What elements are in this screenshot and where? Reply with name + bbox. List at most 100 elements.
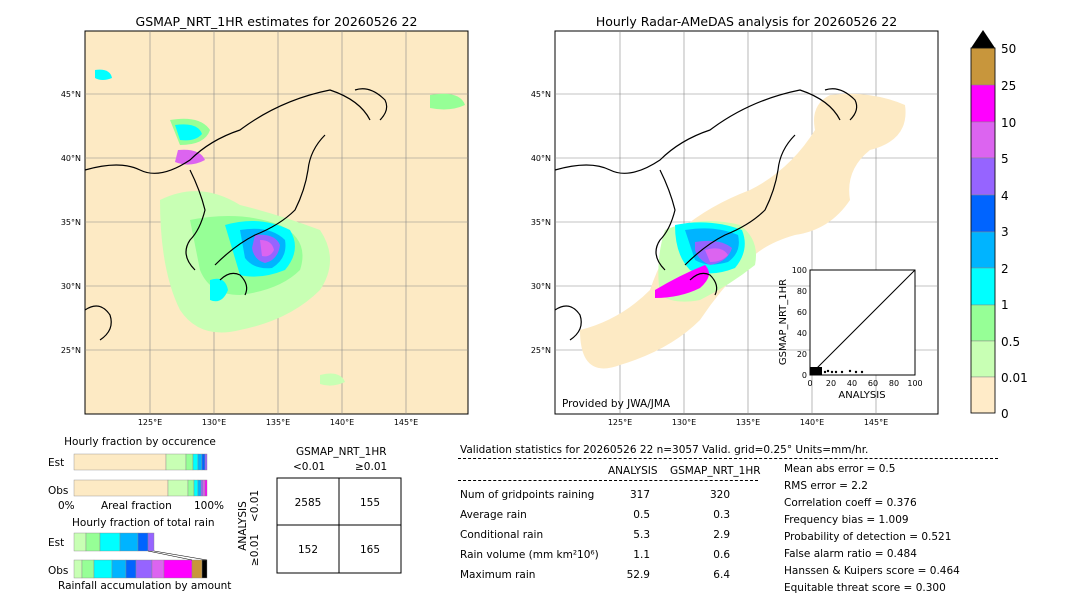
svg-text:4: 4 [1001,189,1009,203]
contingency-row-label: <0.01 [249,490,261,522]
svg-text:80: 80 [889,379,899,388]
lon-label: 125°E [138,418,162,427]
svg-text:10: 10 [1001,116,1016,130]
scatter-ylabel: GSMAP_NRT_1HR [778,279,789,365]
right-radar-coverage [580,93,906,369]
lon-label: 145°E [864,418,888,427]
col-gsmap-header: GSMAP_NRT_1HR [670,465,761,477]
svg-text:5: 5 [1001,152,1009,166]
scatter-x-ticks: 0 20 40 60 80 100 [807,379,922,388]
svg-text:25: 25 [1001,79,1016,93]
svg-text:1: 1 [1001,298,1009,312]
lon-label: 130°E [202,418,226,427]
svg-text:2: 2 [1001,262,1009,276]
lon-label: 140°E [800,418,824,427]
stat-label: Average rain [460,509,527,521]
left-map-title: GSMAP_NRT_1HR estimates for 20260526 22 [135,14,418,29]
fraction-occurrence-title: Hourly fraction by occurence [64,436,216,448]
svg-text:0: 0 [802,371,807,380]
fraction-axis-left: 0% [58,500,75,512]
lon-label: 130°E [672,418,696,427]
one-to-one-line [809,269,916,376]
svg-text:100: 100 [792,266,807,275]
stat-label: Num of gridpoints raining [460,489,595,501]
svg-text:3: 3 [1001,225,1009,239]
lat-label: 35°N [61,218,81,227]
left-lat-labels: 45°N 40°N 35°N 30°N 25°N [61,90,81,355]
stat-gsmap: 320 [709,489,730,501]
stat-analysis: 52.9 [626,569,650,581]
contingency-col-label: <0.01 [293,461,326,473]
fraction-axis-right: 100% [194,500,225,512]
lat-label: 25°N [61,346,81,355]
stat-gsmap: 0.6 [713,549,730,561]
scatter-y-ticks: 0 20 40 60 80 100 [792,266,807,380]
lat-label: 30°N [531,282,551,291]
contingency-title: GSMAP_NRT_1HR [296,446,387,458]
fraction-total-footer: Rainfall accumulation by amount [58,580,232,592]
colorbar-labels: 50 25 10 5 4 3 2 1 0.5 0.01 0 [1001,42,1028,420]
fraction-axis-mid: Areal fraction [101,500,172,512]
svg-text:Est: Est [48,537,64,549]
lat-label: 40°N [531,154,551,163]
contingency-table: 2585 155 152 165 ANALYSIS <0.01 ≥0.01 [237,477,402,574]
fraction-total-chart: Est Obs [48,532,208,579]
scatter-xlabel: ANALYSIS [838,390,885,401]
stat-gsmap: 2.9 [713,529,730,541]
svg-text:60: 60 [797,308,807,317]
lon-label: 125°E [608,418,632,427]
lon-label: 135°E [736,418,760,427]
left-lon-labels: 125°E 130°E 135°E 140°E 145°E [138,418,418,427]
svg-text:0: 0 [807,379,812,388]
stat-label: Conditional rain [460,529,544,541]
stat-analysis: 1.1 [633,549,650,561]
total-connectors [147,550,208,561]
score-corr: Correlation coeff = 0.376 [784,497,917,509]
lat-label: 30°N [61,282,81,291]
validation-subdivider [458,480,758,481]
lon-label: 140°E [330,418,354,427]
stat-label: Rain volume (mm km²10⁶) [460,549,599,561]
fraction-total-title: Hourly fraction of total rain [72,517,215,529]
scatter-points [810,367,864,375]
svg-text:Obs: Obs [48,565,68,577]
lat-label: 40°N [61,154,81,163]
svg-text:0: 0 [1001,407,1009,420]
fraction-occurrence-chart: Est Obs [48,453,208,497]
contingency-col-label: ≥0.01 [355,461,388,473]
score-mae: Mean abs error = 0.5 [784,463,896,475]
stat-gsmap: 6.4 [713,569,730,581]
score-far: False alarm ratio = 0.484 [784,548,917,560]
left-map: 45°N 40°N 35°N 30°N 25°N 125°E 130°E 135… [61,30,469,427]
contingency-row-label: ≥0.01 [249,534,261,566]
right-map-title: Hourly Radar-AMeDAS analysis for 2026052… [595,14,898,29]
colorbar-bins [970,47,996,414]
svg-text:20: 20 [826,379,836,388]
score-pod: Probability of detection = 0.521 [784,531,952,543]
right-coastline [554,88,858,341]
stat-analysis: 0.5 [633,509,650,521]
svg-text:60: 60 [868,379,878,388]
colorbar: 50 25 10 5 4 3 2 1 0.5 0.01 0 [970,30,1028,420]
cell-tn: 2585 [295,497,322,509]
contingency-row-title: ANALYSIS [237,501,249,551]
est-total-bar [73,532,155,552]
est-occurrence-bar [73,453,208,471]
score-hk: Hanssen & Kuipers score = 0.464 [784,565,960,577]
obs-occurrence-bar [73,479,208,497]
stat-label: Maximum rain [460,569,536,581]
cell-fp: 155 [360,497,380,509]
radar-credit: Provided by JWA/JMA [562,398,671,410]
svg-text:50: 50 [1001,42,1016,56]
stat-gsmap: 0.3 [713,509,730,521]
lat-label: 45°N [531,90,551,99]
left-rain-field [95,69,465,386]
validation-header: Validation statistics for 20260526 22 n=… [460,444,869,456]
cell-tp: 165 [360,544,380,556]
lon-label: 135°E [266,418,290,427]
stat-analysis: 5.3 [633,529,650,541]
cell-fn: 152 [298,544,318,556]
svg-text:0.01: 0.01 [1001,371,1028,385]
lon-label: 145°E [394,418,418,427]
svg-text:20: 20 [797,350,807,359]
